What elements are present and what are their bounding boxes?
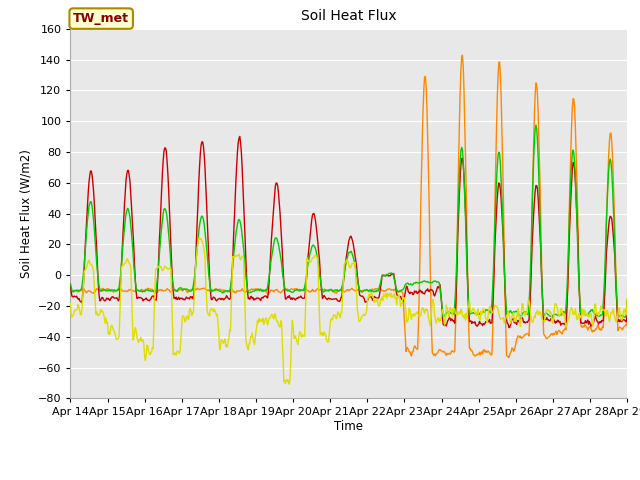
Y-axis label: Soil Heat Flux (W/m2): Soil Heat Flux (W/m2) [19,149,32,278]
Legend: SHF_1, SHF_2, SHF_3, SHF_4: SHF_1, SHF_2, SHF_3, SHF_4 [165,473,532,480]
Text: TW_met: TW_met [73,12,129,25]
Title: Soil Heat Flux: Soil Heat Flux [301,10,397,24]
X-axis label: Time: Time [334,420,364,433]
